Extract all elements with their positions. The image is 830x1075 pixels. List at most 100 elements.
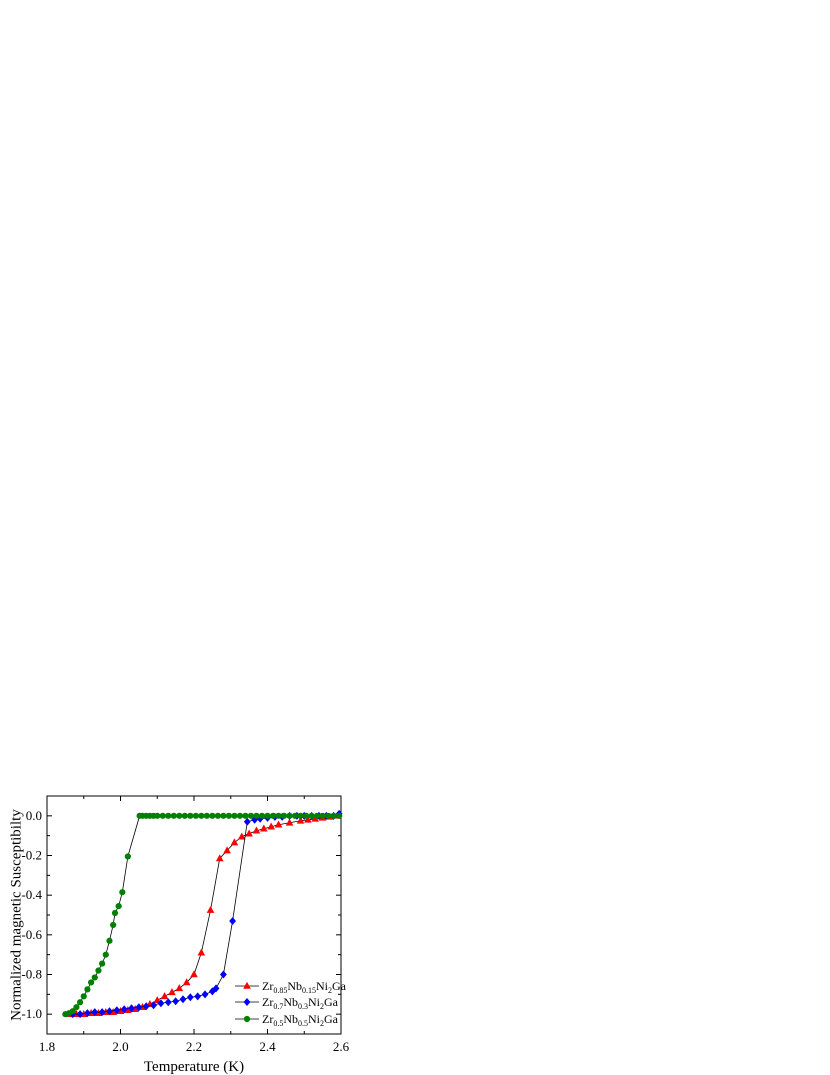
y-tick-label: -0.8: [21, 967, 42, 982]
data-point: [223, 846, 231, 854]
x-tick-label: 1.8: [39, 1039, 55, 1054]
data-point: [236, 812, 244, 819]
data-point: [170, 812, 177, 819]
data-point: [111, 909, 119, 917]
data-point: [258, 812, 266, 819]
data-point: [330, 812, 337, 819]
legend-subscript: 0.5: [298, 1019, 308, 1028]
data-point: [231, 812, 238, 819]
legend-text-part: Nb: [283, 995, 298, 1009]
data-point: [159, 812, 166, 819]
data-point: [131, 1005, 139, 1013]
legend-text-part: Nb: [283, 1012, 298, 1026]
data-point: [280, 812, 288, 819]
data-point: [160, 992, 169, 1000]
data-point: [98, 1008, 106, 1017]
legend-entry: Zr0.85Nb0.15Ni2Ga: [235, 979, 347, 995]
legend-text-part: Nb: [287, 979, 302, 993]
legend-marker: [243, 1015, 251, 1023]
data-point: [275, 812, 282, 819]
y-tick-label: -1.0: [21, 1006, 42, 1021]
data-point: [336, 812, 343, 819]
data-point: [314, 812, 321, 819]
data-point: [91, 1008, 99, 1017]
y-axis-label: Normalized magnetic Susceptibilty: [8, 809, 24, 1021]
series-3: [62, 812, 343, 1018]
data-point: [102, 951, 109, 958]
data-point: [325, 812, 332, 819]
x-tick-label: 2.2: [186, 1039, 202, 1054]
data-point: [206, 905, 215, 913]
y-axis: 0.0 -0.2 -0.4 -0.6 -0.8 -1.0: [21, 795, 341, 1035]
legend-text-part: Ga: [324, 1012, 339, 1026]
data-point: [237, 832, 246, 840]
legend-label: Zr0.85Nb0.15Ni2Ga: [262, 979, 347, 995]
legend-entry: Zr0.5Nb0.5Ni2Ga: [235, 1012, 339, 1028]
data-point: [220, 970, 227, 979]
legend-text-part: Zr: [262, 979, 273, 993]
legend-label: Zr0.7Nb0.3Ni2Ga: [262, 995, 339, 1011]
legend-subscript: 2: [320, 1002, 324, 1011]
data-point: [175, 984, 184, 992]
data-point: [243, 817, 251, 826]
data-point: [285, 818, 294, 826]
data-point: [150, 1001, 157, 1010]
data-point: [286, 812, 293, 819]
data-point: [113, 1006, 121, 1015]
legend-marker: [243, 981, 251, 989]
data-point: [76, 1010, 84, 1019]
data-point: [128, 1004, 135, 1013]
data-point: [220, 812, 227, 819]
data-point: [212, 984, 220, 993]
data-point: [106, 1007, 113, 1016]
data-point: [168, 988, 176, 996]
data-point: [260, 824, 268, 832]
x-tick-label: 2.0: [112, 1039, 128, 1054]
legend: Zr0.85Nb0.15Ni2GaZr0.7Nb0.3Ni2GaZr0.5Nb0…: [235, 979, 347, 1028]
data-point: [229, 916, 236, 925]
data-point: [192, 812, 199, 819]
data-point: [215, 854, 224, 862]
data-point: [252, 826, 261, 834]
legend-subscript: 0.7: [273, 1002, 283, 1011]
data-point: [91, 974, 98, 981]
data-point: [179, 995, 187, 1004]
legend-subscript: 0.15: [302, 986, 316, 995]
data-point: [157, 999, 165, 1008]
data-point: [106, 937, 113, 944]
legend-marker: [243, 998, 251, 1006]
data-point: [69, 1008, 76, 1015]
data-point: [297, 812, 304, 819]
data-point: [73, 1004, 80, 1011]
legend-subscript: 0.85: [273, 986, 287, 995]
x-axis-label: Temperature (K): [144, 1059, 244, 1075]
legend-entry: Zr0.7Nb0.3Ni2Ga: [235, 995, 339, 1011]
legend-subscript: 2: [328, 986, 332, 995]
data-point: [194, 992, 202, 1001]
legend-text-part: Zr: [262, 995, 273, 1009]
legend-text-part: Ni: [308, 1012, 321, 1026]
data-point: [84, 1009, 91, 1018]
data-point: [225, 812, 233, 819]
data-point: [274, 820, 283, 828]
legend-subscript: 2: [320, 1019, 324, 1028]
legend-text-part: Ni: [316, 979, 329, 993]
data-point: [164, 998, 172, 1007]
data-point: [247, 812, 255, 819]
data-point: [181, 812, 188, 819]
y-tick-label: -0.6: [21, 927, 42, 942]
data-point: [115, 902, 122, 910]
data-point: [291, 812, 299, 819]
legend-text-part: Ga: [332, 979, 347, 993]
data-point: [124, 853, 131, 860]
data-point: [116, 1006, 125, 1014]
data-point: [190, 970, 198, 978]
data-point: [230, 838, 239, 846]
legend-text-part: Zr: [262, 1012, 273, 1026]
series-layer: [62, 809, 343, 1019]
data-point: [165, 812, 172, 819]
data-point: [319, 812, 326, 819]
data-point: [88, 979, 95, 986]
data-point: [99, 960, 106, 967]
